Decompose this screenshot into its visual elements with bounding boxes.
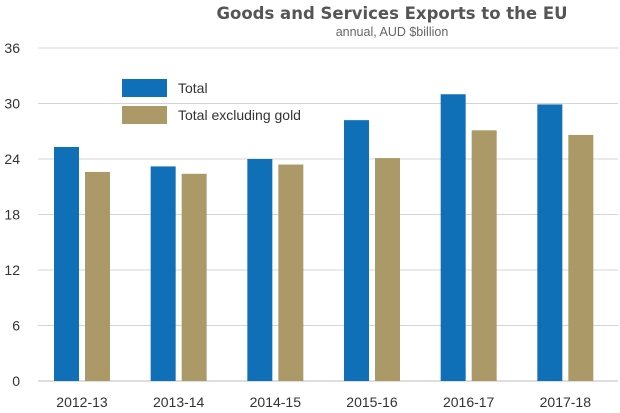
legend-swatch-total <box>122 79 167 97</box>
y-axis-labels: 0 6 12 18 24 30 36 <box>4 40 20 389</box>
x-axis-labels: 2012-13 2013-14 2014-15 2015-16 2016-17 2017-… <box>56 394 591 410</box>
bar-total-excluding-gold-2014-15 <box>278 164 304 381</box>
bar-total-2013-14 <box>150 166 176 381</box>
legend: Total Total excluding gold <box>122 79 301 124</box>
gridlines <box>38 47 618 382</box>
x-tick-label: 2013-14 <box>153 394 205 410</box>
x-tick-label: 2017-18 <box>540 394 592 410</box>
bar-total-2015-16 <box>344 120 369 382</box>
y-tick-label: 30 <box>4 96 20 112</box>
x-tick-label: 2012-13 <box>56 394 108 410</box>
y-tick-label: 12 <box>4 262 20 278</box>
bar-total-2016-17 <box>440 94 466 381</box>
legend-label: Total excluding gold <box>178 107 301 123</box>
bar-total-2012-13 <box>54 146 79 381</box>
y-tick-label: 0 <box>12 373 20 389</box>
bar-total-2014-15 <box>247 159 273 381</box>
bars <box>54 94 594 382</box>
bar-total-2017-18 <box>537 104 563 382</box>
bar-total-excluding-gold-2015-16 <box>375 158 400 381</box>
bar-total-excluding-gold-2013-14 <box>181 173 207 381</box>
y-tick-label: 36 <box>4 40 20 56</box>
legend-label: Total <box>178 80 208 96</box>
x-tick-label: 2015-16 <box>346 394 398 410</box>
y-tick-label: 6 <box>12 318 20 334</box>
chart-subtitle: annual, AUD $billion <box>336 25 449 39</box>
chart-title: Goods and Services Exports to the EU <box>216 4 567 23</box>
x-tick-label: 2014-15 <box>250 394 302 410</box>
x-tick-label: 2016-17 <box>443 394 495 410</box>
bar-total-excluding-gold-2017-18 <box>568 134 594 381</box>
y-tick-label: 18 <box>4 207 20 223</box>
legend-swatch-total-excluding-gold <box>122 106 167 124</box>
y-tick-label: 24 <box>4 151 20 167</box>
bar-total-excluding-gold-2016-17 <box>471 130 497 381</box>
bar-total-excluding-gold-2012-13 <box>85 171 110 381</box>
